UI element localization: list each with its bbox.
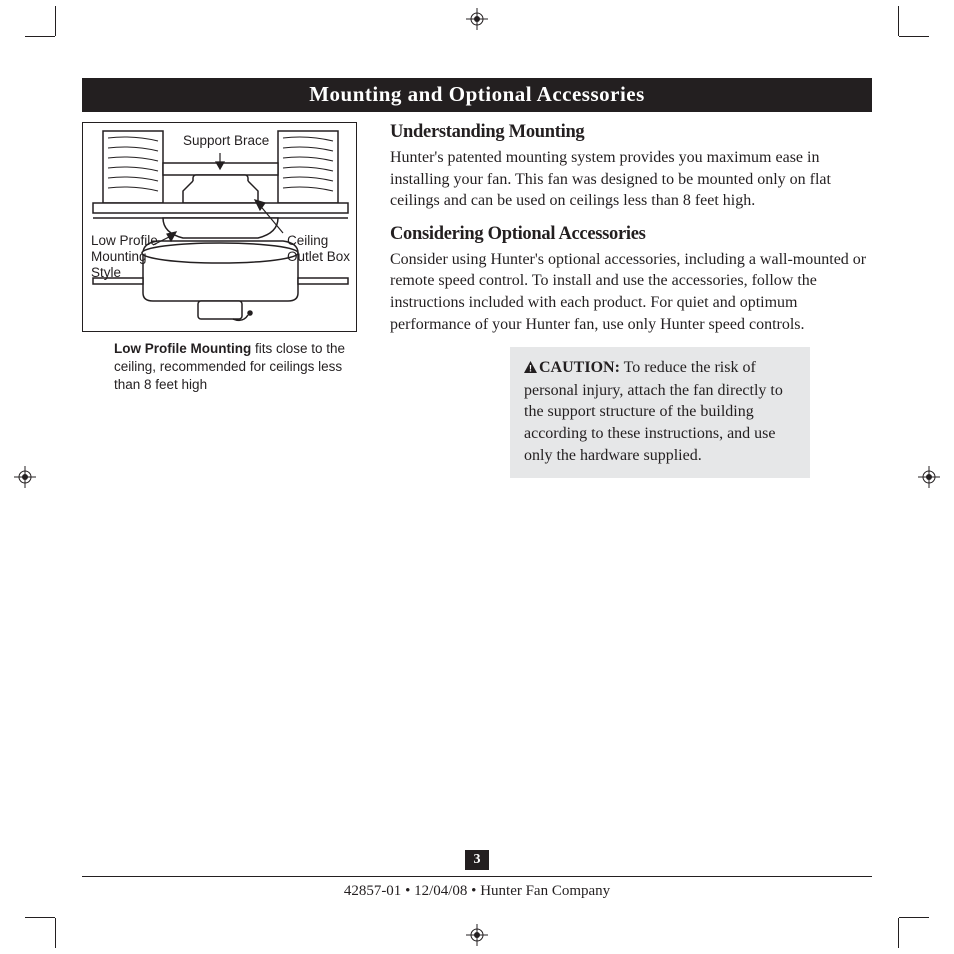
right-column: Understanding Mounting Hunter's patented… [390,122,872,478]
crop-mark [25,36,55,37]
caption-bold: Low Profile Mounting [114,341,251,356]
footer-sep: • [401,883,414,899]
diagram-label-support-brace: Support Brace [183,133,269,149]
caution-box: ! CAUTION: To reduce the risk of persona… [510,347,810,478]
footer-sep: • [467,883,480,899]
footer-text: 42857-01 • 12/04/08 • Hunter Fan Company [82,883,872,900]
heading-accessories: Considering Optional Accessories [390,224,872,245]
body-accessories: Consider using Hunter's optional accesso… [390,249,872,335]
registration-mark-icon [14,466,36,488]
left-column: Support Brace Low Profile Mounting Style… [82,122,372,478]
crop-mark [25,917,55,918]
crop-mark [55,6,56,36]
registration-mark-icon [466,8,488,30]
footer-date: 12/04/08 [414,883,467,899]
page-content: Mounting and Optional Accessories [82,78,872,478]
crop-mark [898,918,899,948]
body-understanding: Hunter's patented mounting system provid… [390,147,872,212]
diagram-caption: Low Profile Mounting fits close to the c… [82,340,372,395]
crop-mark [898,6,899,36]
footer-doc-id: 42857-01 [344,883,402,899]
diagram-svg [83,123,357,332]
svg-text:!: ! [529,364,532,374]
section-header: Mounting and Optional Accessories [82,78,872,112]
diagram-label-outlet-box: Ceiling Outlet Box [287,233,350,265]
registration-mark-icon [918,466,940,488]
footer-rule [82,876,872,877]
caution-label: CAUTION: [539,359,620,376]
page-number: 3 [465,850,489,870]
mounting-diagram: Support Brace Low Profile Mounting Style… [82,122,357,332]
content-columns: Support Brace Low Profile Mounting Style… [82,122,872,478]
footer-company: Hunter Fan Company [480,883,610,899]
crop-mark [899,917,929,918]
page-footer: 3 42857-01 • 12/04/08 • Hunter Fan Compa… [82,850,872,900]
diagram-label-low-profile: Low Profile Mounting Style [91,233,158,282]
heading-understanding: Understanding Mounting [390,122,872,143]
crop-mark [899,36,929,37]
registration-mark-icon [466,924,488,946]
crop-mark [55,918,56,948]
warning-icon: ! [524,358,537,380]
